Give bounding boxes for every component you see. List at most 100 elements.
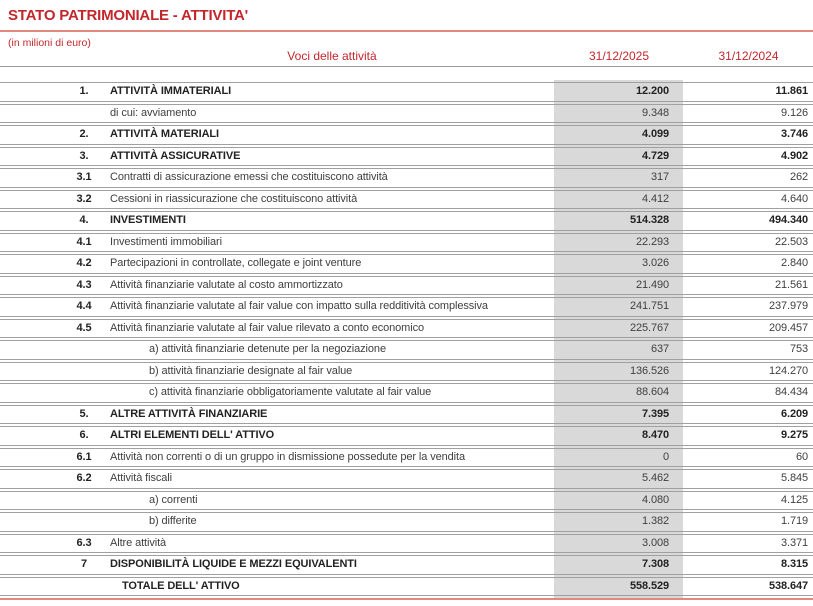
row-label: Attività finanziarie valutate al costo a… (110, 275, 554, 295)
table-row: di cui: avviamento 9.348 9.126 (0, 103, 813, 123)
row-value-2024: 209.457 (684, 318, 813, 338)
row-label: c) attività finanziarie obbligatoriament… (110, 383, 554, 403)
table-row: 6. ALTRI ELEMENTI DELL' ATTIVO 8.470 9.2… (0, 426, 813, 446)
row-value-2025: 5.462 (554, 469, 684, 489)
row-label: TOTALE DELL' ATTIVO (110, 576, 554, 596)
row-number (0, 103, 110, 123)
column-headers: Voci delle attività 31/12/2025 31/12/202… (0, 49, 813, 63)
row-value-2024: 11.861 (684, 82, 813, 102)
row-number: 6. (0, 426, 110, 446)
row-value-2025: 22.293 (554, 232, 684, 252)
row-value-2025: 136.526 (554, 361, 684, 381)
row-value-2025: 21.490 (554, 275, 684, 295)
table-row: a) attività finanziarie detenute per la … (0, 340, 813, 360)
row-number (0, 576, 110, 596)
row-value-2025: 1.382 (554, 512, 684, 532)
row-label: ATTIVITÀ ASSICURATIVE (110, 146, 554, 166)
table-row: 3.2 Cessioni in riassicurazione che cost… (0, 189, 813, 209)
table-row: 5. ALTRE ATTIVITÀ FINANZIARIE 7.395 6.20… (0, 404, 813, 424)
row-number: 1. (0, 82, 110, 102)
row-number: 6.2 (0, 469, 110, 489)
row-value-2025: 637 (554, 340, 684, 360)
row-value-2025: 241.751 (554, 297, 684, 317)
row-number: 4.4 (0, 297, 110, 317)
row-label: Partecipazioni in controllate, collegate… (110, 254, 554, 274)
row-value-2024: 2.840 (684, 254, 813, 274)
header-band: (in milioni di euro) Voci delle attività… (0, 32, 813, 66)
row-label: ATTIVITÀ MATERIALI (110, 125, 554, 145)
row-value-2025: 7.395 (554, 404, 684, 424)
row-value-2024: 6.209 (684, 404, 813, 424)
row-value-2025: 4.412 (554, 189, 684, 209)
row-value-2024: 494.340 (684, 211, 813, 231)
row-number: 3. (0, 146, 110, 166)
row-number: 4. (0, 211, 110, 231)
row-value-2024: 4.902 (684, 146, 813, 166)
row-value-2025: 225.767 (554, 318, 684, 338)
row-label: Attività finanziarie valutate al fair va… (110, 297, 554, 317)
row-number: 4.3 (0, 275, 110, 295)
column-header-2024: 31/12/2024 (718, 49, 779, 63)
column-header-2025: 31/12/2025 (588, 49, 650, 63)
row-value-2024: 3.371 (684, 533, 813, 553)
units-note: (in milioni di euro) (8, 37, 91, 49)
row-number: 4.2 (0, 254, 110, 274)
table-row: b) attività finanziarie designate al fai… (0, 361, 813, 381)
row-label: a) correnti (110, 490, 554, 510)
column-header-voci: Voci delle attività (287, 49, 377, 63)
table-row: c) attività finanziarie obbligatoriament… (0, 383, 813, 403)
row-value-2024: 262 (684, 168, 813, 188)
row-value-2024: 5.845 (684, 469, 813, 489)
row-value-2025: 3.008 (554, 533, 684, 553)
row-label: b) differite (110, 512, 554, 532)
row-label: Attività finanziarie valutate al fair va… (110, 318, 554, 338)
row-label: Investimenti immobiliari (110, 232, 554, 252)
row-value-2024: 3.746 (684, 125, 813, 145)
row-value-2024: 9.275 (684, 426, 813, 446)
row-label: ATTIVITÀ IMMATERIALI (110, 82, 554, 102)
row-value-2024: 753 (684, 340, 813, 360)
row-number: 3.2 (0, 189, 110, 209)
row-label: Attività fiscali (110, 469, 554, 489)
table-row: 4. INVESTIMENTI 514.328 494.340 (0, 211, 813, 231)
row-number (0, 512, 110, 532)
row-label: Cessioni in riassicurazione che costitui… (110, 189, 554, 209)
row-label: Attività non correnti o di un gruppo in … (110, 447, 554, 467)
row-label: ALTRI ELEMENTI DELL' ATTIVO (110, 426, 554, 446)
row-number: 5. (0, 404, 110, 424)
row-value-2024: 237.979 (684, 297, 813, 317)
row-label: a) attività finanziarie detenute per la … (110, 340, 554, 360)
row-value-2025: 4.080 (554, 490, 684, 510)
row-number: 2. (0, 125, 110, 145)
row-number: 7 (0, 555, 110, 575)
row-value-2025: 12.200 (554, 82, 684, 102)
header-divider (0, 66, 813, 67)
row-number: 6.3 (0, 533, 110, 553)
row-value-2025: 514.328 (554, 211, 684, 231)
row-value-2025: 4.099 (554, 125, 684, 145)
table-row: 4.4 Attività finanziarie valutate al fai… (0, 297, 813, 317)
table-row: 6.3 Altre attività 3.008 3.371 (0, 533, 813, 553)
page-title: STATO PATRIMONIALE - ATTIVITA' (8, 7, 249, 24)
table-row: 7 DISPONIBILITÀ LIQUIDE E MEZZI EQUIVALE… (0, 555, 813, 575)
table-row: a) correnti 4.080 4.125 (0, 490, 813, 510)
row-label: b) attività finanziarie designate al fai… (110, 361, 554, 381)
row-value-2024: 124.270 (684, 361, 813, 381)
row-value-2025: 88.604 (554, 383, 684, 403)
row-value-2024: 4.125 (684, 490, 813, 510)
row-number: 4.1 (0, 232, 110, 252)
table-row: b) differite 1.382 1.719 (0, 512, 813, 532)
table-row: 6.1 Attività non correnti o di un gruppo… (0, 447, 813, 467)
row-value-2025: 7.308 (554, 555, 684, 575)
row-value-2024: 1.719 (684, 512, 813, 532)
table-row: 4.1 Investimenti immobiliari 22.293 22.5… (0, 232, 813, 252)
row-value-2025: 8.470 (554, 426, 684, 446)
row-value-2025: 4.729 (554, 146, 684, 166)
table-row: 2. ATTIVITÀ MATERIALI 4.099 3.746 (0, 125, 813, 145)
row-value-2025: 317 (554, 168, 684, 188)
row-number: 3.1 (0, 168, 110, 188)
row-value-2024: 60 (684, 447, 813, 467)
row-value-2024: 8.315 (684, 555, 813, 575)
row-number (0, 490, 110, 510)
row-value-2024: 538.647 (684, 576, 813, 596)
